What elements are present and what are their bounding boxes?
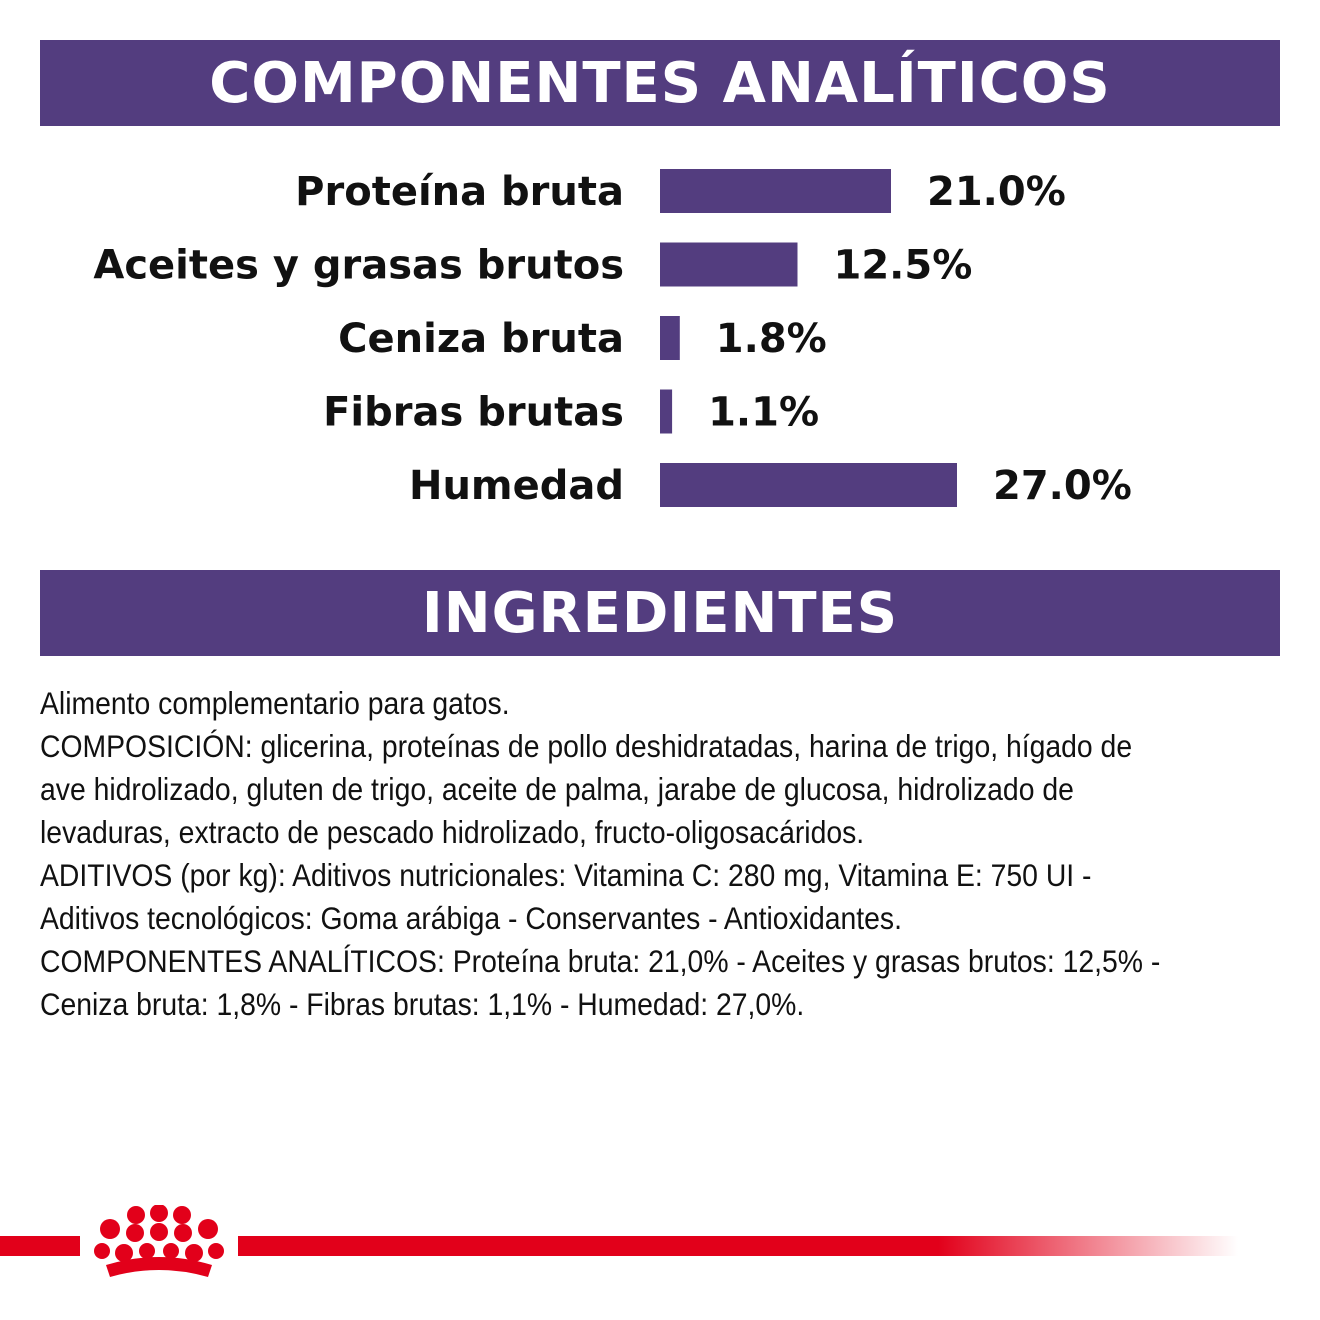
- bar: [660, 463, 957, 507]
- footer-red-line-left: [0, 1236, 80, 1256]
- bar-value-label: 27.0%: [993, 463, 1132, 509]
- bar: [660, 169, 891, 213]
- bar: [660, 316, 680, 360]
- analytic-components-banner: COMPONENTES ANALÍTICOS: [40, 40, 1280, 126]
- ingredients-paragraph-analytic: COMPONENTES ANALÍTICOS: Proteína bruta: …: [40, 943, 1161, 1022]
- analytic-components-title: COMPONENTES ANALÍTICOS: [209, 50, 1111, 116]
- ingredients-banner: INGREDIENTES: [40, 570, 1280, 656]
- bar-value-label: 21.0%: [927, 169, 1066, 215]
- bar-value-label: 1.1%: [708, 390, 819, 436]
- bar-value-label: 1.8%: [716, 316, 827, 362]
- royal-canin-crown-icon: [94, 1205, 224, 1277]
- ingredients-title: INGREDIENTES: [421, 580, 899, 646]
- analytic-bar-chart: Proteína bruta 21.0% Aceites y grasas brut…: [93, 169, 1132, 509]
- ingredients-text: Alimento complementario para gatos. COMP…: [40, 682, 1161, 1026]
- ingredients-paragraph-intro: Alimento complementario para gatos.: [40, 685, 510, 721]
- bar-label: Ceniza bruta: [338, 316, 624, 362]
- ingredients-paragraph-composition: COMPOSICIÓN: glicerina, proteínas de pol…: [40, 728, 1133, 850]
- bar: [660, 389, 673, 434]
- bar-label: Fibras brutas: [323, 390, 624, 436]
- bar-label: Aceites y grasas brutos: [93, 243, 624, 289]
- bar-label: Humedad: [409, 463, 624, 509]
- bar: [660, 242, 798, 287]
- bar-value-label: 12.5%: [834, 243, 973, 289]
- bar-label: Proteína bruta: [295, 169, 624, 215]
- footer-red-line-right: [238, 1236, 1238, 1256]
- ingredients-paragraph-additives: ADITIVOS (por kg): Aditivos nutricionale…: [40, 857, 1092, 936]
